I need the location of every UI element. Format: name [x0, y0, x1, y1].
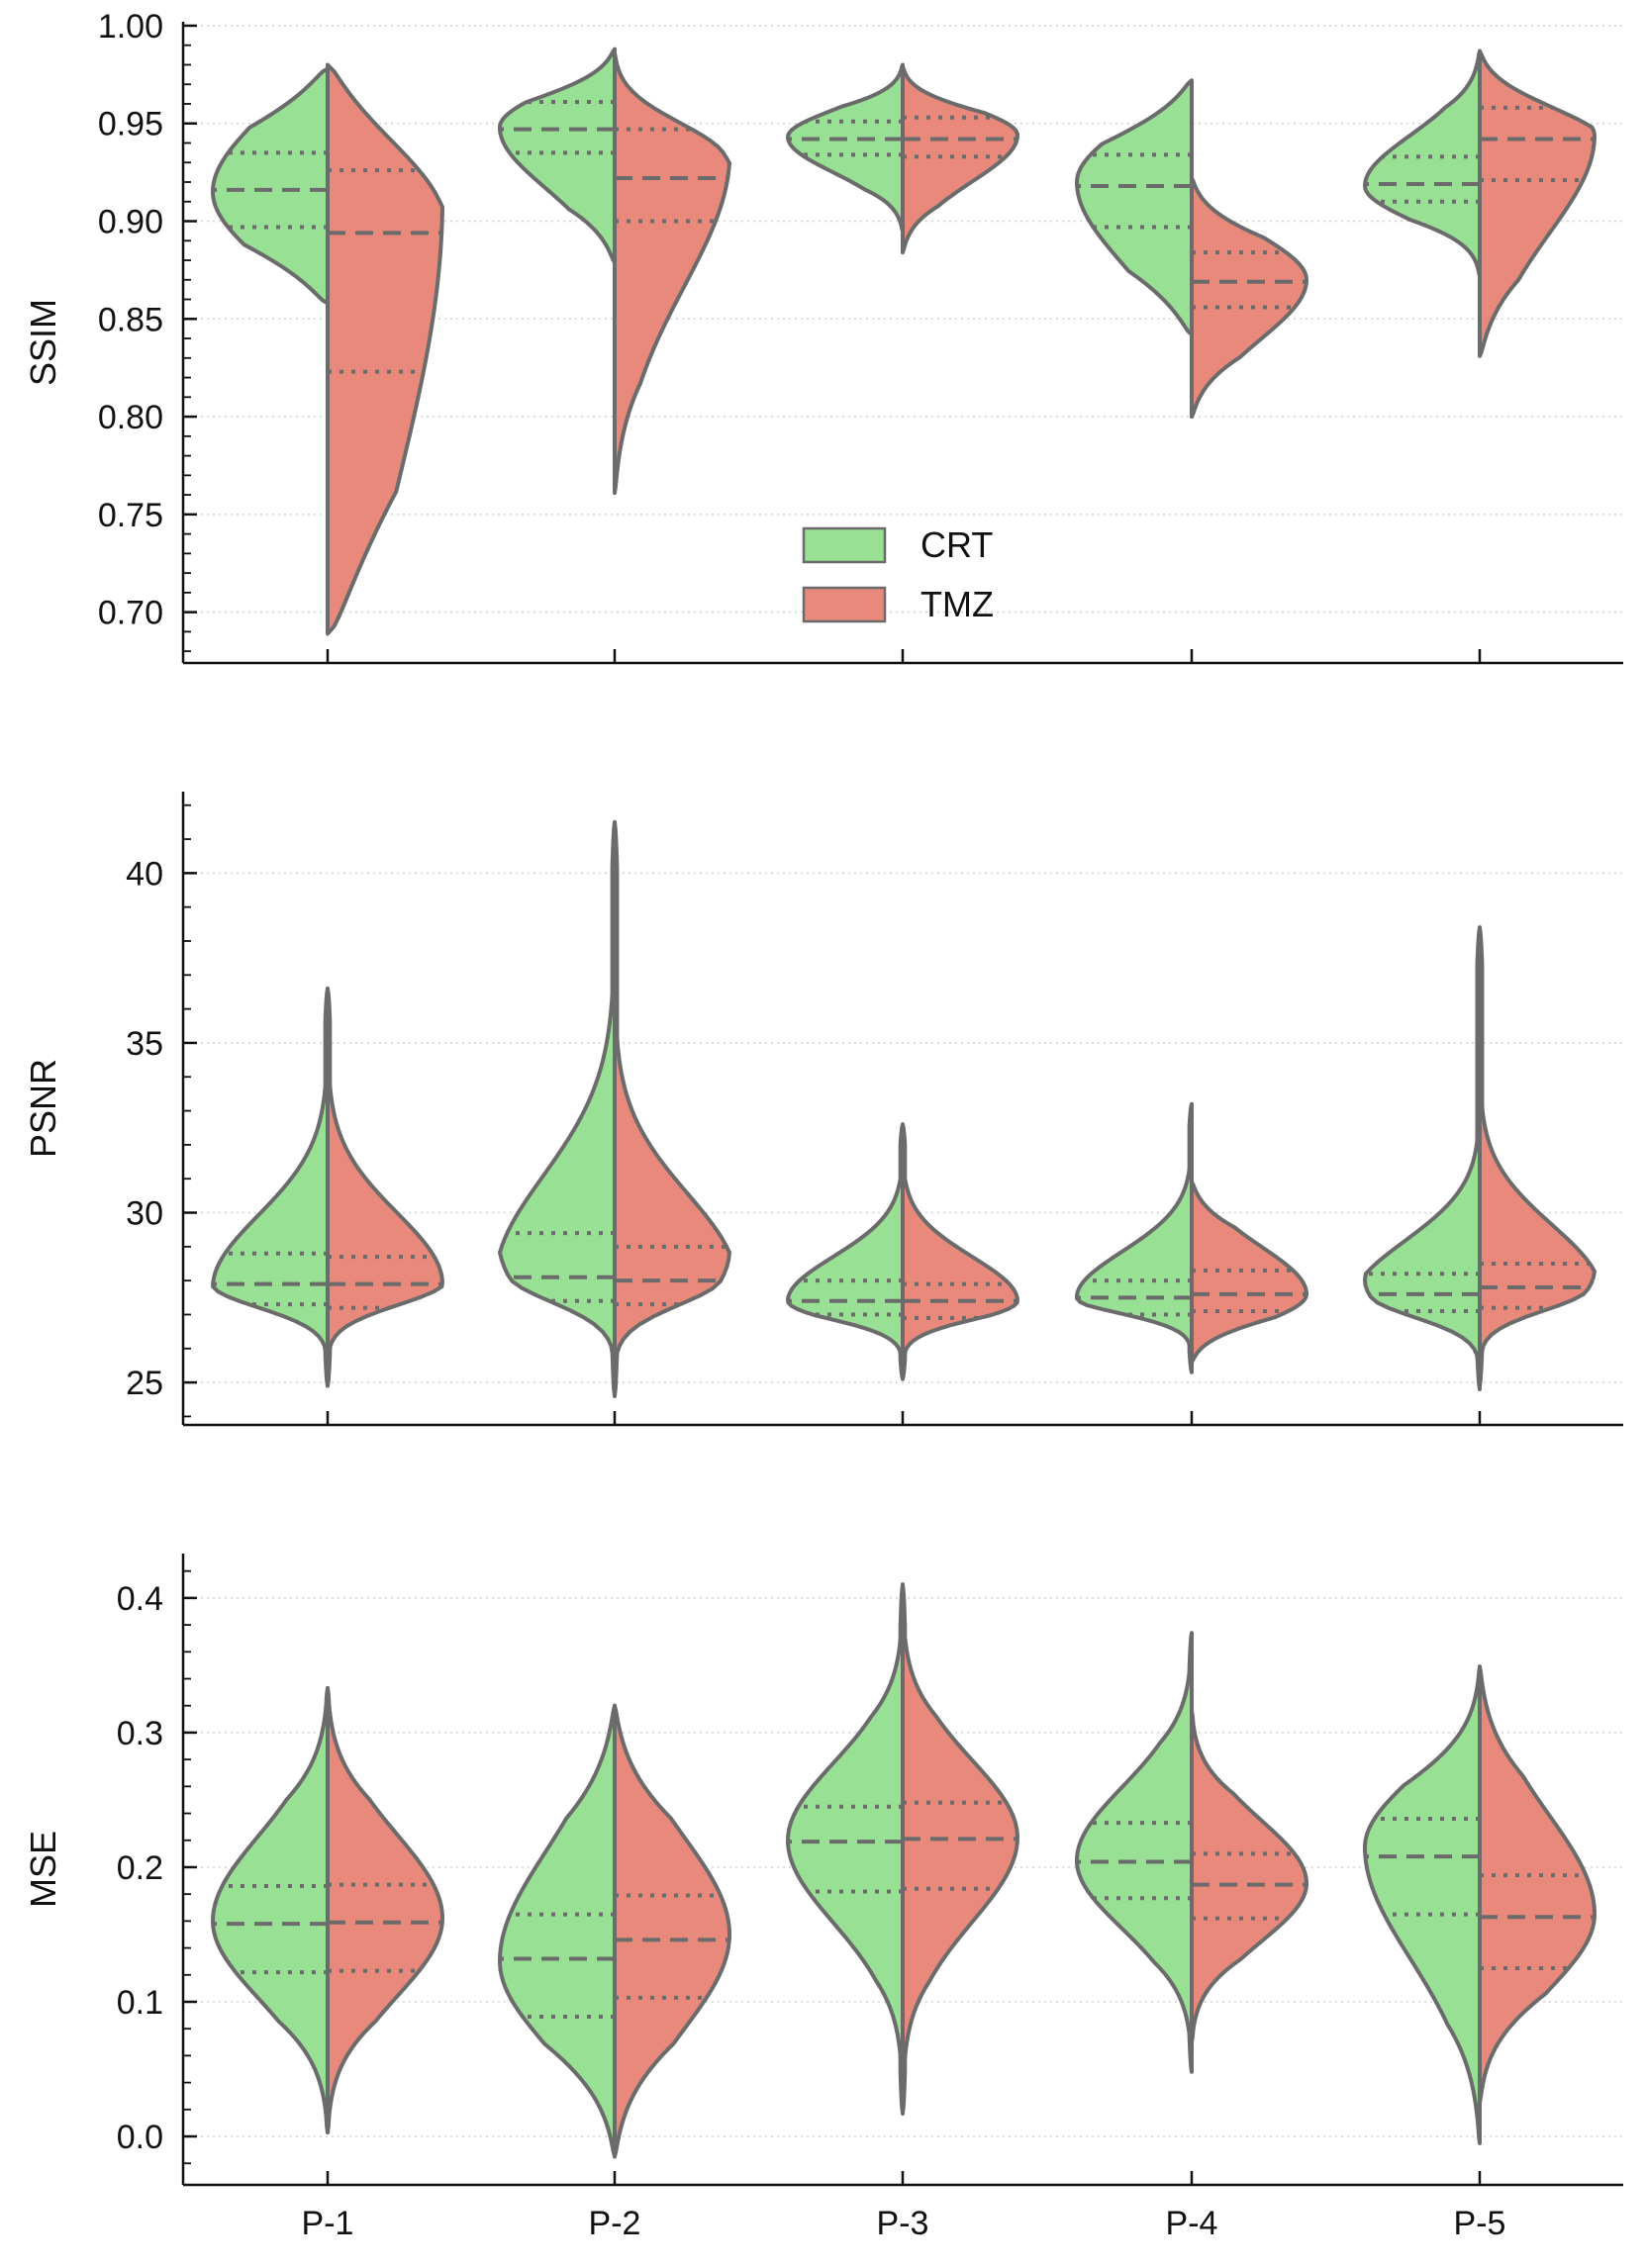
violin-body: [1478, 1664, 1597, 2106]
violin-tmz-p-2: [613, 819, 731, 1398]
violin-crt-p-1: [211, 1686, 330, 2134]
violin-crt-p-5: [1363, 1664, 1482, 2145]
violin-body: [498, 819, 617, 1398]
violin-tmz-p-3: [901, 64, 1019, 255]
violin-body: [1190, 1180, 1308, 1365]
y-tick-label: 1.00: [98, 8, 163, 46]
violin-body: [211, 987, 330, 1388]
y-tick-label: 40: [126, 855, 163, 893]
violin-body: [1478, 48, 1597, 358]
violin-crt-p-1: [211, 987, 330, 1388]
violin-body: [786, 1122, 905, 1381]
y-tick-label: 30: [126, 1195, 163, 1233]
x-tick-label: P-5: [1454, 2205, 1506, 2242]
violin-body: [211, 1686, 330, 2134]
violin-crt-p-2: [498, 1703, 617, 2159]
y-axis-label: SSIM: [23, 299, 63, 386]
violin-body: [613, 50, 731, 496]
panel-mse: 0.0 0.1 0.2 0.3 0.4 P-1 P-2 P-3 P-4 P-5 MSE: [23, 1554, 1623, 2242]
violin-body: [211, 66, 330, 306]
panel-ssim: 0.70 0.75 0.80 0.85 0.90 0.95 1.00 SSIM: [23, 8, 1623, 665]
violin-body: [786, 62, 905, 234]
legend: CRT TMZ: [802, 524, 994, 624]
y-tick-label: 0.1: [117, 1984, 163, 2022]
violin-tmz-p-2: [613, 50, 731, 496]
violin-body: [901, 1582, 1019, 2116]
violin-tmz-p-5: [1478, 925, 1597, 1388]
legend-label-tmz: TMZ: [920, 584, 994, 624]
y-tick-label: 35: [126, 1025, 163, 1063]
violin-body: [1363, 925, 1482, 1391]
y-tick-label: 25: [126, 1365, 163, 1402]
violin-body: [901, 1122, 1019, 1381]
violin-body: [1190, 176, 1308, 420]
violin-body: [786, 1582, 905, 2116]
legend-label-crt: CRT: [920, 524, 993, 565]
violin-body: [498, 1703, 617, 2159]
violin-body: [613, 819, 731, 1398]
y-tick-label: 0.0: [117, 2119, 163, 2156]
x-tick-label: P-4: [1166, 2205, 1218, 2242]
legend-swatch-crt: [802, 526, 887, 564]
panel-psnr: 25 30 35 40 PSNR: [23, 792, 1623, 1427]
violin-body: [326, 987, 444, 1388]
x-tick-label: P-1: [302, 2205, 354, 2242]
violin-tmz-p-5: [1478, 1664, 1597, 2106]
violin-tmz-p-4: [1190, 1180, 1308, 1365]
y-axis-label: MSE: [23, 1831, 63, 1908]
violin-crt-p-5: [1363, 925, 1482, 1391]
y-axis-label: PSNR: [23, 1059, 63, 1158]
violin-body: [1363, 1664, 1482, 2145]
y-tick-label: 0.80: [98, 399, 163, 436]
x-tick-label: P-3: [877, 2205, 929, 2242]
violin-body: [901, 64, 1019, 255]
y-tick-label: 0.2: [117, 1849, 163, 1887]
violin-body: [498, 47, 617, 264]
violin-body: [1075, 1101, 1194, 1374]
y-tick-label: 0.95: [98, 106, 163, 143]
violin-crt-p-3: [786, 1582, 905, 2116]
violin-crt-p-3: [786, 1122, 905, 1381]
violin-tmz-p-5: [1478, 48, 1597, 358]
violin-crt-p-4: [1075, 1101, 1194, 1374]
y-tick-label: 0.85: [98, 301, 163, 338]
violin-body: [326, 1686, 444, 2134]
violin-tmz-p-1: [326, 62, 444, 636]
violin-crt-p-2: [498, 819, 617, 1398]
violin-crt-p-4: [1075, 1631, 1194, 2074]
y-tick-label: 0.70: [98, 595, 163, 632]
violin-crt-p-4: [1075, 78, 1194, 337]
violin-body: [613, 1703, 731, 2159]
y-tick-label: 0.90: [98, 204, 163, 241]
violin-tmz-p-1: [326, 987, 444, 1388]
y-tick-label: 0.3: [117, 1715, 163, 1752]
violin-tmz-p-2: [613, 1703, 731, 2159]
x-tick-label: P-2: [589, 2205, 641, 2242]
violin-crt-p-3: [786, 62, 905, 234]
violin-body: [1075, 78, 1194, 337]
legend-swatch-tmz: [802, 586, 887, 623]
violin-tmz-p-4: [1190, 1709, 1308, 2044]
y-tick-label: 0.4: [117, 1580, 163, 1618]
violin-crt-p-1: [211, 66, 330, 306]
violin-tmz-p-3: [901, 1582, 1019, 2116]
violin-body: [1478, 925, 1597, 1388]
y-tick-label: 0.75: [98, 497, 163, 534]
violin-crt-p-2: [498, 47, 617, 264]
violin-tmz-p-3: [901, 1122, 1019, 1381]
violin-body: [326, 62, 444, 636]
violin-body: [1075, 1631, 1194, 2074]
violin-tmz-p-1: [326, 1686, 444, 2134]
violin-body: [1190, 1709, 1308, 2044]
violin-body: [1363, 48, 1482, 278]
violin-tmz-p-4: [1190, 176, 1308, 420]
violin-crt-p-5: [1363, 48, 1482, 278]
